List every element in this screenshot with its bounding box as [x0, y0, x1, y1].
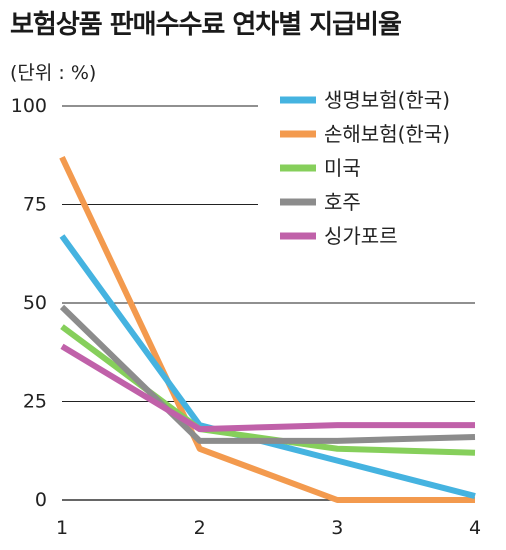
- series-lines: [59, 155, 476, 503]
- x-tick-label: 4: [469, 517, 481, 539]
- x-axis-ticks: 1 2 3 4: [56, 517, 481, 539]
- series-line-1: [59, 155, 475, 503]
- series-line-2: [60, 324, 476, 456]
- y-axis-ticks: 0 25 50 75 100: [11, 95, 47, 511]
- unit-label: (단위 : %): [10, 62, 97, 84]
- y-tick-label: 0: [35, 489, 47, 511]
- legend-label-1: 손해보험(한국): [324, 122, 450, 146]
- x-tick-label: 2: [194, 517, 206, 539]
- x-tick-label: 3: [331, 517, 343, 539]
- y-tick-label: 75: [23, 194, 47, 216]
- chart-title: 보험상품 판매수수료 연차별 지급비율: [10, 10, 402, 40]
- x-tick-label: 1: [56, 517, 68, 539]
- y-tick-label: 50: [23, 292, 47, 314]
- legend-label-2: 미국: [324, 156, 361, 180]
- legend-label-3: 호주: [324, 190, 361, 214]
- series-line-4: [60, 343, 475, 433]
- legend-label-4: 싱가포르: [324, 224, 398, 248]
- y-tick-label: 100: [11, 95, 47, 117]
- series-line-3: [59, 304, 476, 444]
- legend-label-0: 생명보험(한국): [324, 88, 450, 112]
- y-tick-label: 25: [23, 391, 47, 413]
